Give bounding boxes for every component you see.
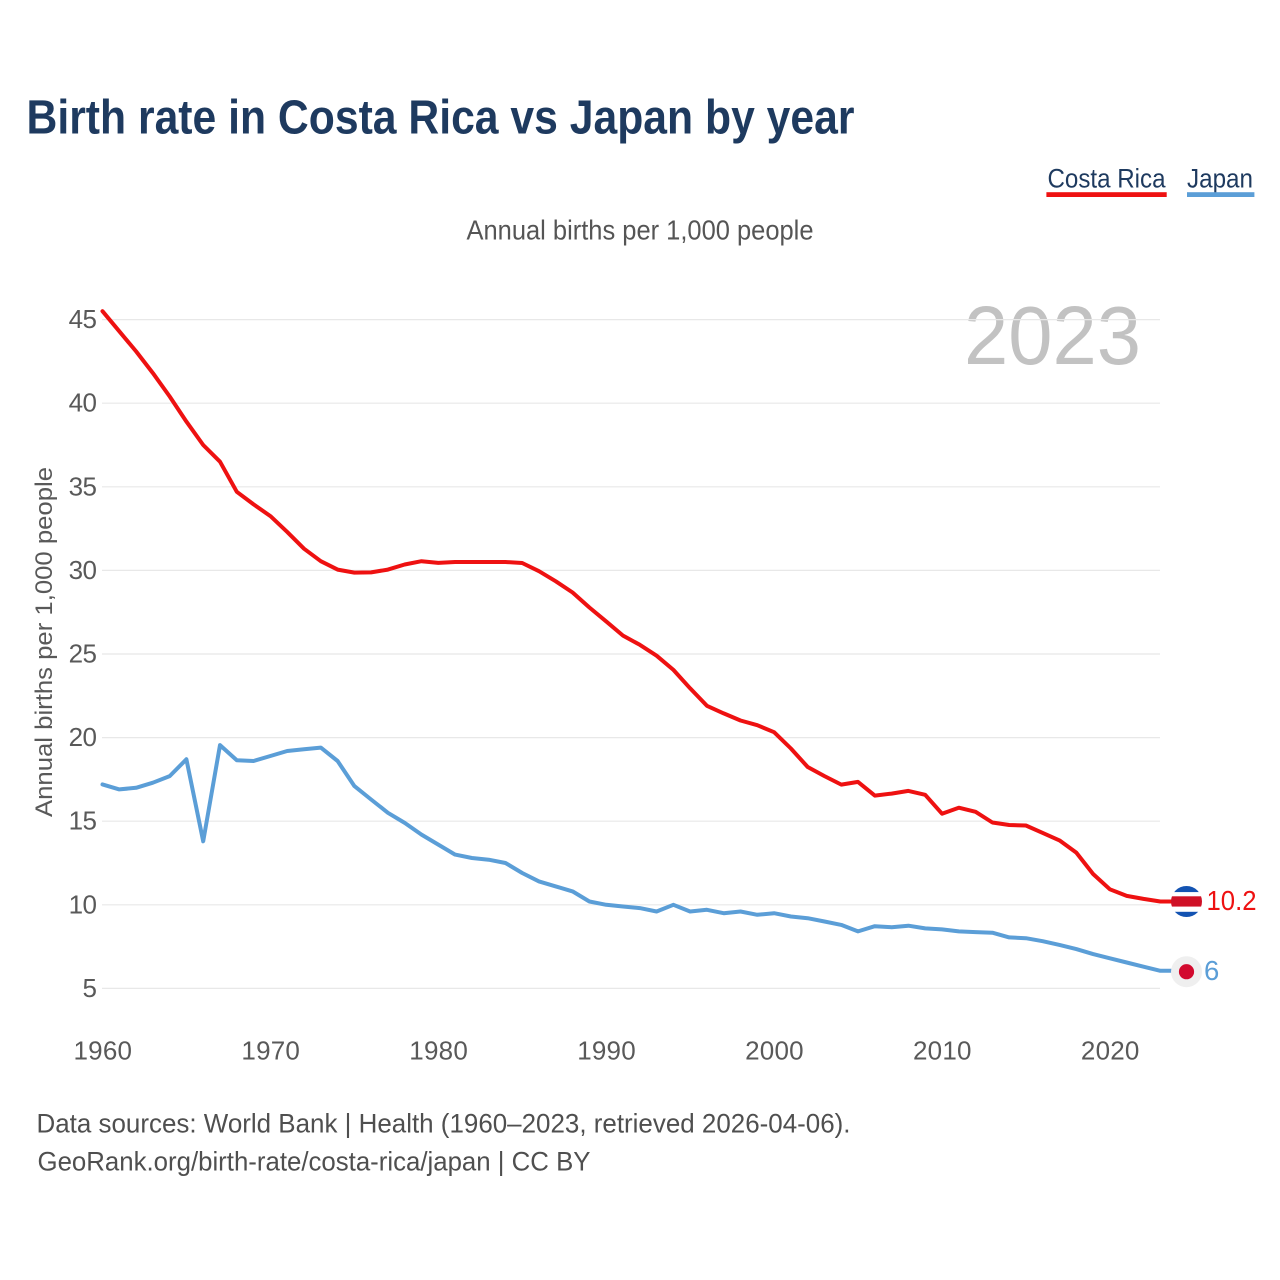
- svg-text:40: 40: [69, 388, 97, 418]
- svg-text:6: 6: [1204, 955, 1219, 986]
- svg-text:20: 20: [69, 722, 97, 752]
- svg-text:25: 25: [69, 639, 97, 669]
- svg-text:30: 30: [69, 555, 97, 585]
- svg-text:2000: 2000: [745, 1036, 803, 1066]
- svg-text:1960: 1960: [74, 1036, 132, 1066]
- svg-text:2020: 2020: [1081, 1036, 1139, 1066]
- svg-text:Japan: Japan: [1187, 164, 1253, 194]
- svg-text:2023: 2023: [964, 289, 1141, 382]
- svg-text:Data sources: World Bank | Hea: Data sources: World Bank | Health (1960–…: [37, 1109, 851, 1139]
- svg-text:Annual births per 1,000 people: Annual births per 1,000 people: [467, 215, 814, 246]
- svg-text:1980: 1980: [409, 1036, 467, 1066]
- svg-text:1990: 1990: [577, 1036, 635, 1066]
- svg-text:15: 15: [69, 806, 97, 836]
- svg-text:35: 35: [69, 471, 97, 501]
- svg-text:Birth rate in Costa Rica vs Ja: Birth rate in Costa Rica vs Japan by yea…: [27, 92, 855, 145]
- svg-text:GeoRank.org/birth-rate/costa-r: GeoRank.org/birth-rate/costa-rica/japan …: [38, 1147, 591, 1177]
- svg-text:5: 5: [83, 973, 97, 1003]
- svg-text:Annual births per 1,000 people: Annual births per 1,000 people: [31, 467, 58, 817]
- svg-text:Costa Rica: Costa Rica: [1048, 164, 1167, 194]
- svg-text:2010: 2010: [913, 1036, 971, 1066]
- svg-text:10: 10: [69, 889, 97, 919]
- svg-text:45: 45: [69, 304, 97, 334]
- svg-text:1970: 1970: [241, 1036, 299, 1066]
- svg-text:10.2: 10.2: [1207, 885, 1257, 916]
